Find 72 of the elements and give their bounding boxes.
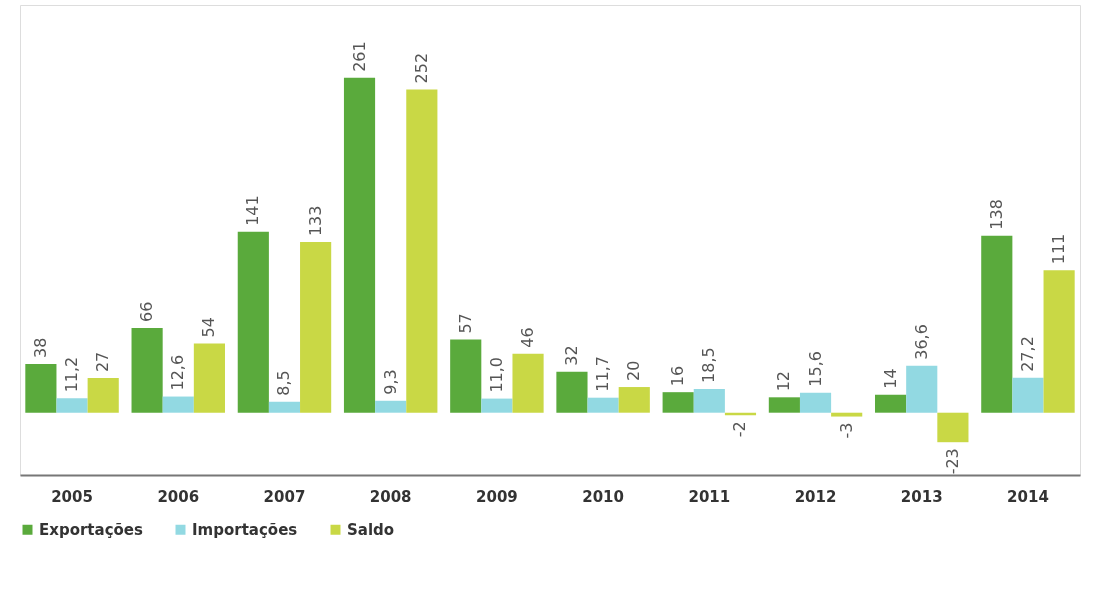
bar (1012, 377, 1044, 413)
data-label: 57 (455, 313, 475, 334)
data-label: 9,3 (380, 369, 400, 395)
bar (512, 353, 544, 413)
x-tick-label: 2009 (476, 487, 518, 506)
data-label: 14 (880, 368, 900, 389)
data-label: -2 (730, 421, 750, 438)
data-label: 11,0 (486, 356, 506, 393)
bar (1043, 270, 1075, 413)
data-label: 15,6 (805, 351, 825, 387)
bar (237, 231, 269, 413)
legend-label: Exportações (39, 520, 144, 539)
data-label: 46 (518, 327, 538, 348)
data-label: 27,2 (1017, 336, 1037, 372)
bar (56, 398, 88, 413)
bar (693, 388, 725, 413)
bar (268, 401, 301, 413)
data-label: 12 (774, 370, 794, 392)
data-label: 36,6 (911, 324, 931, 360)
bar (768, 397, 800, 413)
legend-label: Saldo (347, 520, 395, 539)
data-label: -23 (942, 448, 962, 475)
x-tick-label: 2013 (900, 487, 943, 506)
bar (937, 412, 969, 443)
data-label: 111 (1049, 233, 1069, 265)
data-label: -3 (836, 422, 856, 439)
data-label: 141 (243, 195, 263, 226)
bar (193, 343, 225, 413)
x-tick-label: 2006 (157, 487, 200, 506)
x-tick-label: 2011 (688, 487, 731, 506)
bar (162, 396, 194, 413)
x-tick-label: 2005 (51, 487, 93, 506)
bar (875, 394, 907, 413)
data-label: 20 (624, 360, 644, 382)
data-label: 18,5 (699, 347, 719, 383)
data-label: 8,5 (274, 370, 294, 396)
x-tick-label: 2010 (582, 487, 624, 506)
data-label: 11,7 (593, 356, 613, 392)
data-label: 252 (411, 52, 431, 84)
bar (406, 89, 438, 413)
data-label: 138 (986, 199, 1006, 230)
bar (450, 339, 482, 413)
x-tick-label: 2007 (263, 487, 306, 506)
data-label: 66 (137, 301, 157, 323)
bar (375, 400, 407, 413)
bar (831, 412, 863, 417)
bar (25, 363, 57, 413)
bar (556, 371, 588, 413)
legend-label: Importações (192, 520, 298, 539)
data-label: 32 (561, 345, 581, 366)
x-tick-label: 2012 (794, 487, 837, 506)
bar (981, 235, 1013, 413)
data-label: 133 (305, 205, 325, 237)
bar (906, 365, 938, 413)
data-label: 261 (349, 41, 369, 72)
data-label: 11,2 (62, 356, 82, 393)
bar (662, 392, 694, 413)
bar (587, 397, 619, 413)
data-label: 12,6 (168, 354, 188, 391)
x-tick-label: 2014 (1007, 487, 1049, 506)
data-label: 38 (30, 337, 50, 358)
bar (300, 242, 332, 413)
data-label: 27 (93, 351, 113, 373)
data-label: 54 (199, 317, 219, 338)
bar (87, 378, 119, 413)
x-tick-label: 2008 (369, 487, 412, 506)
bar (343, 77, 376, 413)
bar (799, 392, 832, 413)
bar (618, 387, 650, 413)
data-label: 16 (668, 365, 688, 387)
bar (131, 328, 163, 413)
bar (481, 398, 513, 413)
